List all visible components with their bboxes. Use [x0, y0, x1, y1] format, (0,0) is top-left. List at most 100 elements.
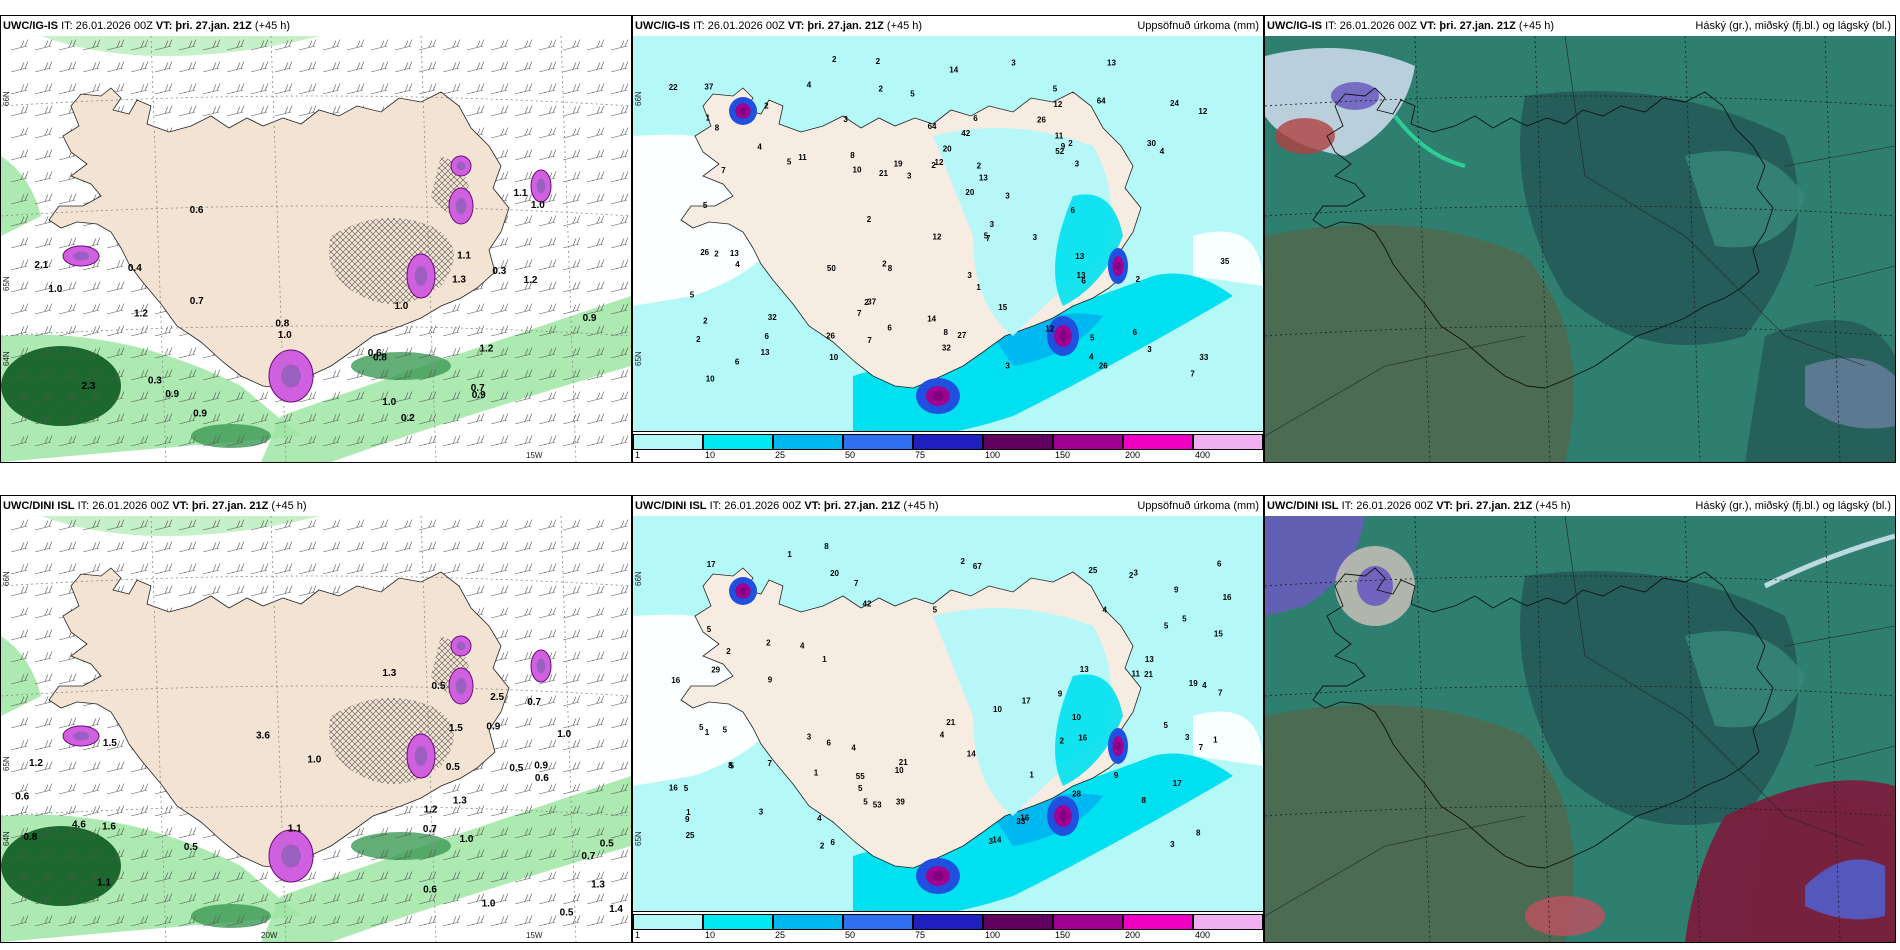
- panel-dini-precip: UWC/DINI ISL IT: 26.01.2026 00Z VT: þri.…: [632, 495, 1264, 943]
- value-label: 1.2: [134, 308, 148, 319]
- value-label: 1.2: [479, 344, 493, 355]
- value-label: 0.6: [423, 884, 437, 895]
- value-label: 19: [894, 160, 903, 169]
- value-label: 1.1: [97, 878, 111, 889]
- value-label: 11: [1132, 670, 1141, 679]
- value-label: 10: [993, 705, 1002, 714]
- latitude-label: 66N: [2, 571, 11, 586]
- model-name: UWC/IG-IS: [635, 20, 690, 32]
- value-label: 2: [764, 102, 769, 111]
- value-label: 5: [933, 605, 938, 614]
- value-label: 11: [798, 153, 807, 162]
- value-label: 64: [928, 122, 937, 131]
- value-label: 4: [800, 642, 805, 651]
- valid-time: þri. 27.jan. 21Z: [175, 20, 252, 32]
- value-label: 1.3: [452, 275, 466, 286]
- value-label: 0.5: [509, 763, 523, 774]
- legend-swatch: [1123, 914, 1193, 930]
- value-label: 35: [1220, 257, 1229, 266]
- value-label: 3.6: [256, 731, 270, 742]
- legend-tick: 150: [1055, 930, 1071, 940]
- value-label: 13: [761, 348, 770, 357]
- value-label: 2: [1060, 737, 1065, 746]
- value-label: 8: [1196, 828, 1201, 837]
- value-label: 6: [735, 358, 740, 367]
- value-label: 3: [1005, 191, 1010, 200]
- value-label: 1: [1029, 771, 1034, 780]
- land-precip-areas: [62, 635, 552, 883]
- iceland-coastline: [1312, 567, 1774, 869]
- value-label: 7: [1218, 689, 1223, 698]
- value-label: 25: [1088, 566, 1097, 575]
- legend-swatch: [1193, 914, 1263, 930]
- graticule: [1265, 36, 1895, 462]
- value-label: 2.5: [490, 692, 504, 703]
- value-label: 3: [1011, 58, 1016, 67]
- value-label: 10: [829, 353, 838, 362]
- value-label: 2: [726, 647, 731, 656]
- value-label: 13: [1107, 59, 1116, 68]
- value-label: 0.5: [446, 762, 460, 773]
- value-label: 55: [856, 772, 865, 781]
- value-label: 8: [728, 761, 733, 770]
- value-label: 0.9: [486, 722, 500, 733]
- value-label: 5: [684, 784, 689, 793]
- value-label: 15: [1214, 630, 1223, 639]
- panel-header: UWC/DINI ISL IT: 26.01.2026 00Z VT: þri.…: [1265, 496, 1895, 516]
- value-labels: 0.70.50.50.70.60.90.91.01.31.01.31.20.8 1…: [15, 668, 623, 918]
- graticule: [1265, 516, 1895, 942]
- value-label: 1.2: [29, 758, 43, 769]
- value-label: 0.3: [492, 266, 506, 277]
- longitude-label: 15W: [526, 931, 543, 940]
- value-label: 4: [940, 730, 945, 739]
- lead-time: (+45 h): [271, 500, 307, 512]
- lead-time: (+45 h): [1535, 500, 1571, 512]
- value-label: 2: [1068, 139, 1073, 148]
- panel-header: UWC/DINI ISL IT: 26.01.2026 00Z VT: þri.…: [1, 496, 631, 516]
- value-label: 0.7: [471, 383, 485, 394]
- value-label: 6: [1217, 560, 1222, 569]
- value-label: 16: [1078, 733, 1087, 742]
- legend-swatch: [913, 914, 983, 930]
- value-label: 12: [1198, 107, 1207, 116]
- legend-tick: 1: [635, 930, 641, 940]
- value-label: 50: [827, 264, 836, 273]
- issue-time: IT: 26.01.2026 00Z: [1341, 500, 1434, 512]
- precip-on-land: [729, 97, 1128, 414]
- value-label: 1: [976, 283, 981, 292]
- value-label: 1: [1213, 736, 1218, 745]
- value-label: 16: [671, 676, 680, 685]
- value-label: 13: [1075, 252, 1084, 261]
- longitude-label: 15W: [526, 451, 543, 460]
- value-label: 4: [1160, 147, 1165, 156]
- valid-time-label: VT:: [1419, 20, 1437, 32]
- value-label: 10: [853, 165, 862, 174]
- value-label: 1: [706, 114, 711, 123]
- value-label: 8: [1142, 796, 1147, 805]
- map-canvas: 4555343631251715541181393816161055597112…: [633, 516, 1263, 942]
- legend-tick: 25: [775, 930, 786, 940]
- lead-time: (+45 h): [903, 500, 939, 512]
- value-label: 52: [1055, 147, 1064, 156]
- value-label: 25: [686, 831, 695, 840]
- value-label: 5: [1182, 615, 1187, 624]
- value-label: 29: [711, 665, 720, 674]
- value-label: 2.3: [82, 381, 96, 392]
- value-label: 1.2: [424, 804, 438, 815]
- color-legend: 1 10 25 50 75 100 150 200 400: [633, 431, 1263, 462]
- value-label: 2: [876, 57, 881, 66]
- value-label: 26: [700, 248, 709, 257]
- value-label: 2: [882, 259, 887, 268]
- value-label: 2: [879, 85, 884, 94]
- value-label: 2: [931, 161, 936, 170]
- value-label: 5: [730, 762, 735, 771]
- value-label: 20: [830, 569, 839, 578]
- latitude-label: 66N: [634, 91, 643, 106]
- value-label: 6: [765, 332, 770, 341]
- value-label: 2: [832, 55, 837, 64]
- value-label: 3: [907, 171, 912, 180]
- valid-time: þri. 27.jan. 21Z: [191, 500, 269, 512]
- value-label: 9: [1174, 586, 1179, 595]
- value-label: 2: [867, 215, 872, 224]
- iceland-landmass: [48, 567, 510, 869]
